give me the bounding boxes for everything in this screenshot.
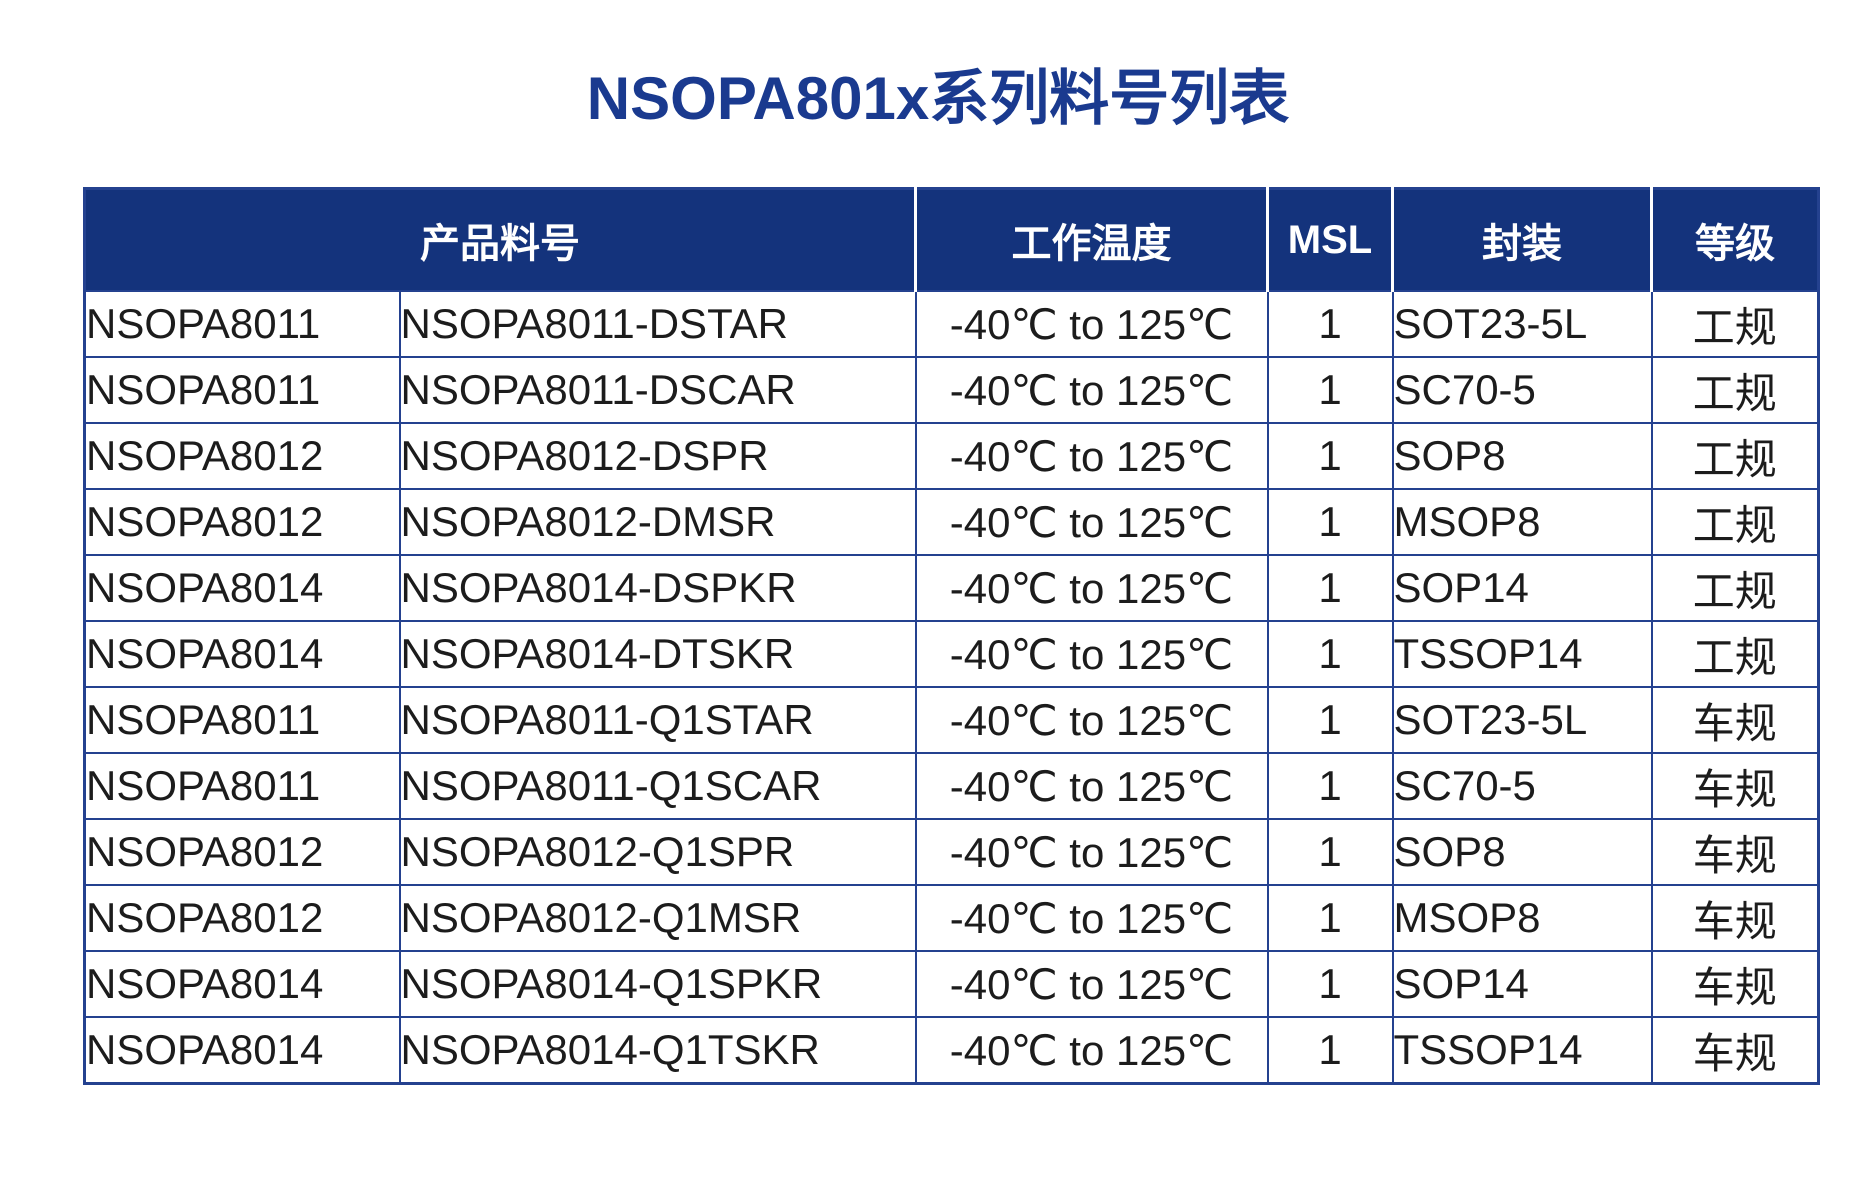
cell-part-number: NSOPA8014-Q1TSKR	[398, 1016, 917, 1085]
cell-package: MSOP8	[1391, 884, 1653, 952]
cell-product-family: NSOPA8014	[83, 1016, 401, 1085]
cell-package: SOP8	[1391, 818, 1653, 886]
table-row: NSOPA8011 NSOPA8011-DSCAR -40℃ to 125℃ 1 SC7…	[83, 356, 1820, 424]
cell-grade: 工规	[1650, 290, 1820, 358]
cell-msl: 1	[1266, 488, 1394, 556]
table-row: NSOPA8011 NSOPA8011-Q1STAR -40℃ to 125℃ 1 SO…	[83, 686, 1820, 754]
table-row: NSOPA8014 NSOPA8014-DTSKR -40℃ to 125℃ 1 TSS…	[83, 620, 1820, 688]
cell-package: TSSOP14	[1391, 1016, 1653, 1085]
cell-grade: 车规	[1650, 884, 1820, 952]
cell-operating-temp: -40℃ to 125℃	[914, 422, 1269, 490]
cell-part-number: NSOPA8011-DSCAR	[398, 356, 917, 424]
column-header-part-number: 产品料号	[84, 188, 917, 291]
table-body: NSOPA8011 NSOPA8011-DSTAR -40℃ to 125℃ 1 SOT…	[83, 290, 1820, 1085]
part-number-table: 产品料号 工作温度 MSL 封装 等级 NSOPA8011 NSOPA8011-DSTAR…	[83, 187, 1820, 1085]
column-header-msl: MSL	[1267, 188, 1394, 291]
cell-grade: 车规	[1650, 818, 1820, 886]
cell-part-number: NSOPA8012-DSPR	[398, 422, 917, 490]
table-row: NSOPA8012 NSOPA8012-DSPR -40℃ to 125℃ 1 SOP8…	[83, 422, 1820, 490]
cell-package: MSOP8	[1391, 488, 1653, 556]
cell-part-number: NSOPA8011-Q1STAR	[398, 686, 917, 754]
cell-product-family: NSOPA8014	[83, 950, 401, 1018]
cell-msl: 1	[1266, 356, 1394, 424]
table-row: NSOPA8014 NSOPA8014-DSPKR -40℃ to 125℃ 1 SOP…	[83, 554, 1820, 622]
cell-msl: 1	[1266, 686, 1394, 754]
cell-grade: 工规	[1650, 422, 1820, 490]
cell-grade: 工规	[1650, 554, 1820, 622]
cell-package: SOP8	[1391, 422, 1653, 490]
table-row: NSOPA8012 NSOPA8012-DMSR -40℃ to 125℃ 1 MSOP…	[83, 488, 1820, 556]
cell-product-family: NSOPA8011	[83, 356, 401, 424]
cell-operating-temp: -40℃ to 125℃	[914, 290, 1269, 358]
cell-grade: 工规	[1650, 488, 1820, 556]
cell-operating-temp: -40℃ to 125℃	[914, 686, 1269, 754]
table-row: NSOPA8012 NSOPA8012-Q1SPR -40℃ to 125℃ 1 SOP…	[83, 818, 1820, 886]
cell-msl: 1	[1266, 620, 1394, 688]
cell-grade: 车规	[1650, 1016, 1820, 1085]
cell-part-number: NSOPA8011-DSTAR	[398, 290, 917, 358]
cell-operating-temp: -40℃ to 125℃	[914, 818, 1269, 886]
cell-package: SOP14	[1391, 554, 1653, 622]
cell-msl: 1	[1266, 752, 1394, 820]
cell-msl: 1	[1266, 422, 1394, 490]
cell-package: SOT23-5L	[1391, 686, 1653, 754]
cell-product-family: NSOPA8012	[83, 884, 401, 952]
cell-product-family: NSOPA8014	[83, 620, 401, 688]
cell-product-family: NSOPA8014	[83, 554, 401, 622]
table-row: NSOPA8014 NSOPA8014-Q1SPKR -40℃ to 125℃ 1 SO…	[83, 950, 1820, 1018]
table-row: NSOPA8011 NSOPA8011-DSTAR -40℃ to 125℃ 1 SOT…	[83, 290, 1820, 358]
cell-package: SC70-5	[1391, 752, 1653, 820]
column-header-grade: 等级	[1651, 188, 1819, 291]
header-row: 产品料号 工作温度 MSL 封装 等级	[84, 188, 1819, 291]
cell-operating-temp: -40℃ to 125℃	[914, 554, 1269, 622]
cell-package: TSSOP14	[1391, 620, 1653, 688]
cell-part-number: NSOPA8012-DMSR	[398, 488, 917, 556]
cell-operating-temp: -40℃ to 125℃	[914, 620, 1269, 688]
cell-msl: 1	[1266, 1016, 1394, 1085]
column-header-package: 封装	[1392, 188, 1653, 291]
table-row: NSOPA8012 NSOPA8012-Q1MSR -40℃ to 125℃ 1 MSO…	[83, 884, 1820, 952]
cell-product-family: NSOPA8011	[83, 752, 401, 820]
cell-package: SOP14	[1391, 950, 1653, 1018]
cell-part-number: NSOPA8011-Q1SCAR	[398, 752, 917, 820]
cell-msl: 1	[1266, 950, 1394, 1018]
cell-grade: 车规	[1650, 686, 1820, 754]
cell-grade: 车规	[1650, 752, 1820, 820]
cell-msl: 1	[1266, 554, 1394, 622]
cell-part-number: NSOPA8014-Q1SPKR	[398, 950, 917, 1018]
cell-operating-temp: -40℃ to 125℃	[914, 488, 1269, 556]
cell-msl: 1	[1266, 884, 1394, 952]
cell-operating-temp: -40℃ to 125℃	[914, 752, 1269, 820]
cell-part-number: NSOPA8012-Q1SPR	[398, 818, 917, 886]
cell-product-family: NSOPA8012	[83, 488, 401, 556]
table-header-row: 产品料号 工作温度 MSL 封装 等级	[84, 188, 1819, 291]
cell-operating-temp: -40℃ to 125℃	[914, 950, 1269, 1018]
cell-package: SC70-5	[1391, 356, 1653, 424]
cell-grade: 车规	[1650, 950, 1820, 1018]
cell-part-number: NSOPA8012-Q1MSR	[398, 884, 917, 952]
cell-operating-temp: -40℃ to 125℃	[914, 356, 1269, 424]
table-row: NSOPA8014 NSOPA8014-Q1TSKR -40℃ to 125℃ 1 TS…	[83, 1016, 1820, 1085]
column-header-operating-temp: 工作温度	[915, 188, 1269, 291]
cell-product-family: NSOPA8011	[83, 290, 401, 358]
cell-msl: 1	[1266, 818, 1394, 886]
cell-grade: 工规	[1650, 356, 1820, 424]
cell-grade: 工规	[1650, 620, 1820, 688]
cell-product-family: NSOPA8012	[83, 422, 401, 490]
cell-part-number: NSOPA8014-DSPKR	[398, 554, 917, 622]
cell-product-family: NSOPA8011	[83, 686, 401, 754]
table-row: NSOPA8011 NSOPA8011-Q1SCAR -40℃ to 125℃ 1 SC…	[83, 752, 1820, 820]
page-title: NSOPA801x系列料号列表	[586, 65, 1290, 132]
cell-package: SOT23-5L	[1391, 290, 1653, 358]
cell-operating-temp: -40℃ to 125℃	[914, 1016, 1269, 1085]
cell-part-number: NSOPA8014-DTSKR	[398, 620, 917, 688]
cell-msl: 1	[1266, 290, 1394, 358]
cell-product-family: NSOPA8012	[83, 818, 401, 886]
cell-operating-temp: -40℃ to 125℃	[914, 884, 1269, 952]
